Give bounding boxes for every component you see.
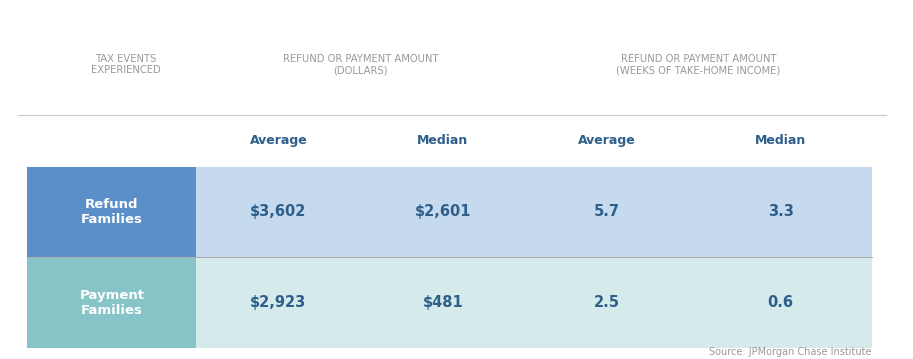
Text: Average: Average <box>578 134 636 148</box>
Text: 3.3: 3.3 <box>768 204 793 219</box>
Bar <box>27 258 196 348</box>
Text: Average: Average <box>249 134 308 148</box>
Bar <box>27 167 196 257</box>
Bar <box>27 258 872 348</box>
Text: Median: Median <box>755 134 806 148</box>
Text: Payment
Families: Payment Families <box>79 289 144 317</box>
Text: $2,923: $2,923 <box>250 295 307 310</box>
Text: REFUND OR PAYMENT AMOUNT
(DOLLARS): REFUND OR PAYMENT AMOUNT (DOLLARS) <box>283 54 438 75</box>
Text: 5.7: 5.7 <box>594 204 620 219</box>
Text: Refund
Families: Refund Families <box>81 198 142 226</box>
Text: Source: JPMorgan Chase Institute: Source: JPMorgan Chase Institute <box>709 347 872 357</box>
Text: 0.6: 0.6 <box>768 295 793 310</box>
Bar <box>27 167 872 257</box>
Text: $481: $481 <box>423 295 463 310</box>
Text: TAX EVENTS
EXPERIENCED: TAX EVENTS EXPERIENCED <box>90 54 161 75</box>
Text: $3,602: $3,602 <box>250 204 307 219</box>
Text: REFUND OR PAYMENT AMOUNT
(WEEKS OF TAKE-HOME INCOME): REFUND OR PAYMENT AMOUNT (WEEKS OF TAKE-… <box>616 54 781 75</box>
Text: Median: Median <box>417 134 468 148</box>
Text: $2,601: $2,601 <box>415 204 471 219</box>
Text: 2.5: 2.5 <box>594 295 620 310</box>
